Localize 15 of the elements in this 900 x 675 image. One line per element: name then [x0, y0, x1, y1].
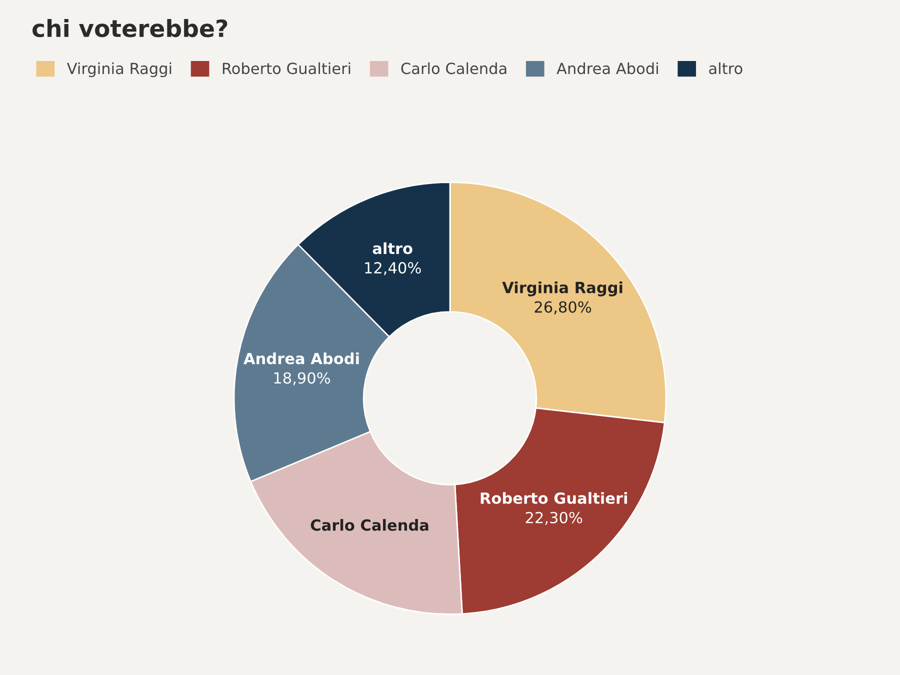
- slice-label: Roberto Gualtieri: [480, 492, 627, 504]
- legend-label: altro: [709, 62, 742, 74]
- slice-label: Andrea Abodi: [244, 352, 359, 364]
- legend-label: Andrea Abodi: [556, 62, 658, 74]
- data-label: 26,80%: [534, 301, 592, 314]
- legend-label: Carlo Calenda: [401, 62, 506, 74]
- slice-label: Virginia Raggi: [502, 281, 622, 296]
- legend-label: Virginia Raggi: [66, 62, 172, 78]
- data-label: 22,30%: [526, 512, 582, 525]
- data-label: 18,90%: [274, 372, 330, 386]
- slice-label: altro: [372, 242, 412, 254]
- legend-label: Roberto Gualtieri: [222, 62, 350, 74]
- data-label: 12,40%: [365, 262, 421, 276]
- chart-title: chi voterebbe?: [32, 18, 228, 38]
- slice-label: Carlo Calenda: [310, 519, 428, 531]
